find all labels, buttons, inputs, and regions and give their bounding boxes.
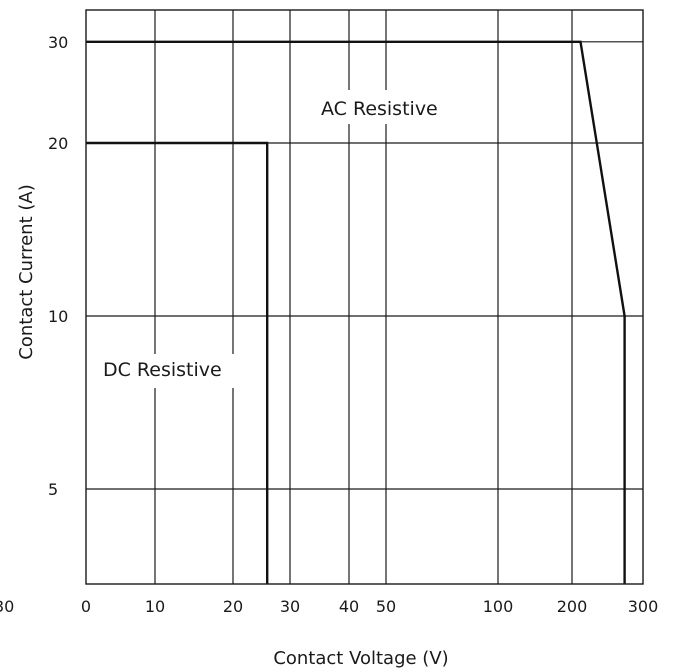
- x-tick-label: 300: [628, 597, 659, 616]
- y-tick-label: 30: [48, 33, 68, 52]
- dc-label-bg: [98, 354, 246, 388]
- x-axis-label: Contact Voltage (V): [273, 648, 448, 669]
- dc-resistive-label: DC Resistive: [103, 359, 222, 381]
- ac-resistive-label: AC Resistive: [321, 98, 438, 120]
- x-tick-label: 100: [483, 597, 514, 616]
- x-tick-label: 10: [145, 597, 165, 616]
- x-tick-label: 0: [81, 597, 91, 616]
- series-line-ac-resistive: [86, 40, 626, 584]
- x-tick-label: 40: [339, 597, 359, 616]
- series-lines: [86, 40, 626, 584]
- stray-tick-label: 30: [0, 597, 14, 616]
- plot-frame: [85, 9, 644, 585]
- y-tick-labels: 5 10 20 30: [48, 33, 68, 499]
- y-tick-label: 20: [48, 134, 68, 153]
- y-axis-label: Contact Current (A): [16, 184, 37, 359]
- ac-label-bg: [316, 90, 464, 124]
- x-tick-label: 20: [223, 597, 243, 616]
- x-tick-label: 30: [280, 597, 300, 616]
- x-tick-label: 50: [376, 597, 396, 616]
- y-tick-label: 10: [48, 307, 68, 326]
- x-tick-labels: 0 10 20 30 40 50 100 200 300: [81, 597, 658, 616]
- y-tick-label: 5: [48, 480, 58, 499]
- x-tick-label: 200: [557, 597, 588, 616]
- series-line-dc-resistive: [86, 141, 269, 584]
